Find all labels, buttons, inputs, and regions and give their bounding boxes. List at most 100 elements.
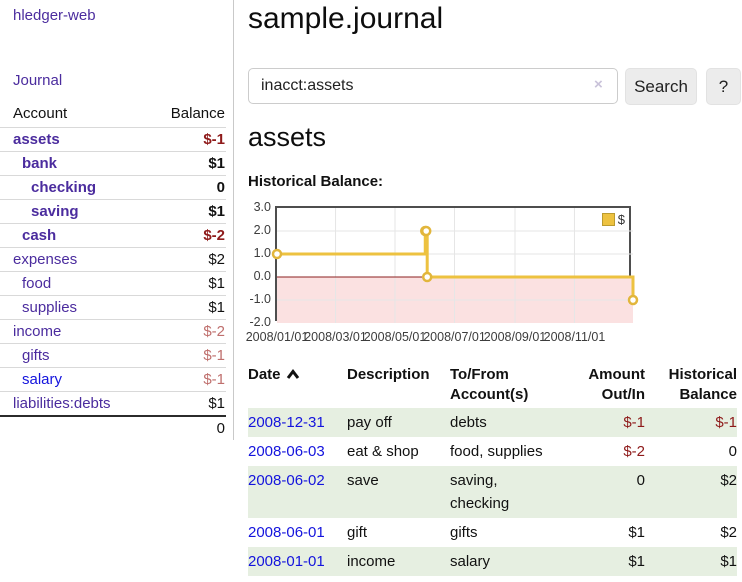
- sidebar-account-link[interactable]: income: [13, 322, 62, 340]
- chart-canvas: [271, 208, 639, 323]
- y-axis-tick-label: 3.0: [253, 200, 271, 214]
- transaction-description-cell: gift: [347, 524, 368, 541]
- transaction-balance-cell: $1: [720, 553, 737, 570]
- sidebar-account-row: liabilities:debts $1: [0, 391, 226, 417]
- account-balance-value: $-2: [150, 223, 226, 248]
- transaction-date-cell: 2008-06-01: [248, 518, 347, 547]
- transaction-description-cell: eat & shop: [347, 443, 419, 460]
- sidebar-account-row: food $1: [0, 271, 226, 296]
- historical-balance-chart: $ 3.0 2.0 1.0 0.0 -1.0 -2.0 2008/01/01 2008/03/…: [246, 200, 678, 351]
- amount-column-header: Amount Out/In: [588, 366, 645, 403]
- accounts-total-value: 0: [216, 419, 225, 437]
- y-axis-tick-label: -1.0: [249, 292, 271, 306]
- transaction-date-link[interactable]: 2008-01-01: [248, 553, 325, 570]
- sidebar-account-row: checking 0: [0, 175, 226, 200]
- sidebar-account-link[interactable]: bank: [22, 154, 58, 172]
- sidebar-account-link[interactable]: liabilities:debts: [13, 394, 111, 412]
- clear-search-icon[interactable]: ×: [594, 76, 603, 93]
- transaction-amount-cell: $1: [628, 524, 645, 541]
- balance-column-header: Balance: [150, 100, 226, 128]
- transaction-date-link[interactable]: 2008-06-01: [248, 524, 325, 541]
- transaction-amount-cell: $-1: [623, 414, 645, 431]
- sidebar: hledger-web Journal Account Balance asse…: [0, 0, 234, 440]
- transaction-accounts-cell: saving, checking: [450, 472, 510, 512]
- register-row: 2008-06-03 eat & shop food, supplies $-2 0: [248, 437, 737, 466]
- x-axis-tick-label: 2008/01/01: [245, 330, 309, 344]
- x-axis-tick-label: 2008/09/01: [483, 330, 547, 344]
- chart-plot-area: $: [271, 206, 639, 323]
- transaction-accounts-cell: food, supplies: [450, 443, 543, 460]
- account-balance-value: $1: [150, 199, 226, 224]
- main-content: sample.journal × Search ? assets Histori…: [246, 0, 742, 582]
- sidebar-account-link[interactable]: cash: [22, 226, 57, 244]
- sidebar-account-row: assets $-1: [0, 127, 226, 152]
- register-body: 2008-12-31 pay off debts $-1 $-1 2008-06-03 ea…: [248, 408, 737, 576]
- transaction-accounts-cell: salary: [450, 553, 491, 570]
- account-balance-value: $1: [150, 151, 226, 176]
- account-balance-value: $-1: [150, 127, 226, 152]
- account-table-header-row: Account Balance: [0, 100, 226, 128]
- sidebar-account-row: supplies $1: [0, 295, 226, 320]
- register-row: 2008-06-02 save saving, checking 0 $2: [248, 466, 737, 518]
- transaction-description-cell: income: [347, 553, 396, 570]
- sidebar-account-row: cash $-2: [0, 223, 226, 248]
- search-button[interactable]: Search: [625, 68, 697, 105]
- sidebar-account-row: saving $1: [0, 199, 226, 224]
- sidebar-item-journal[interactable]: Journal: [13, 72, 63, 89]
- search-help-button[interactable]: ?: [706, 68, 741, 105]
- account-balance-table: Account Balance assets $-1 bank $1 checking 0…: [0, 100, 226, 440]
- sort-ascending-icon: [286, 366, 300, 386]
- register-header-row: Date Description To/From Account(s) Amou…: [248, 362, 737, 408]
- transaction-date-link[interactable]: 2008-12-31: [248, 414, 325, 431]
- account-balance-value: $-1: [150, 367, 226, 392]
- sidebar-account-row: income $-2: [0, 319, 226, 344]
- sidebar-account-row: expenses $2: [0, 247, 226, 272]
- sidebar-account-link[interactable]: food: [22, 274, 52, 292]
- search-input[interactable]: [248, 68, 618, 104]
- sidebar-account-link[interactable]: assets: [13, 130, 60, 148]
- y-axis-tick-label: 1.0: [253, 246, 271, 260]
- sidebar-accounts-body: assets $-1 bank $1 checking 0 saving $1 cash $-2 e…: [0, 127, 226, 440]
- transaction-balance-cell: $2: [720, 472, 737, 489]
- search-form: × Search ?: [248, 68, 742, 106]
- transaction-amount-cell: $-2: [623, 443, 645, 460]
- chart-title: Historical Balance:: [248, 173, 384, 190]
- y-axis-tick-label: 0.0: [253, 269, 271, 283]
- transaction-date-cell: 2008-06-03: [248, 437, 347, 466]
- account-balance-value: $1: [150, 271, 226, 296]
- transaction-description-cell: pay off: [347, 414, 392, 431]
- transaction-date-cell: 2008-01-01: [248, 547, 347, 576]
- accounts-total-row: 0: [0, 416, 226, 440]
- account-balance-value: $1: [150, 295, 226, 320]
- sidebar-account-link[interactable]: saving: [31, 202, 79, 220]
- account-heading: assets: [248, 122, 327, 152]
- transaction-balance-cell: 0: [728, 443, 737, 460]
- transaction-accounts-cell: gifts: [450, 524, 478, 541]
- transaction-date-cell: 2008-06-02: [248, 466, 347, 518]
- date-column-header[interactable]: Date: [248, 362, 347, 408]
- account-balance-value: $2: [150, 247, 226, 272]
- legend-label: $: [617, 212, 625, 227]
- sidebar-account-link[interactable]: checking: [31, 178, 97, 196]
- sidebar-account-link[interactable]: salary: [22, 370, 63, 388]
- sidebar-account-link[interactable]: expenses: [13, 250, 78, 268]
- sidebar-account-link[interactable]: gifts: [22, 346, 50, 364]
- sidebar-account-link[interactable]: supplies: [22, 298, 78, 316]
- balance-column-header: Historical Balance: [668, 366, 737, 403]
- account-column-header: Account: [0, 100, 151, 128]
- account-balance-value: $-2: [150, 319, 226, 344]
- page-title: sample.journal: [248, 2, 444, 35]
- transaction-date-link[interactable]: 2008-06-03: [248, 443, 325, 460]
- sidebar-account-row: salary $-1: [0, 367, 226, 392]
- register-row: 2008-12-31 pay off debts $-1 $-1: [248, 408, 737, 437]
- app-brand-link[interactable]: hledger-web: [13, 7, 96, 24]
- x-axis-tick-label: 2008/07/01: [423, 330, 486, 344]
- sidebar-account-row: bank $1: [0, 151, 226, 176]
- transaction-date-link[interactable]: 2008-06-02: [248, 472, 325, 489]
- transaction-amount-cell: $1: [628, 553, 645, 570]
- account-balance-value: $-1: [150, 343, 226, 368]
- transaction-description-cell: save: [347, 472, 379, 489]
- transaction-date-cell: 2008-12-31: [248, 408, 347, 437]
- sidebar-account-row: gifts $-1: [0, 343, 226, 368]
- x-axis-tick-label: 2008/11/01: [543, 330, 606, 344]
